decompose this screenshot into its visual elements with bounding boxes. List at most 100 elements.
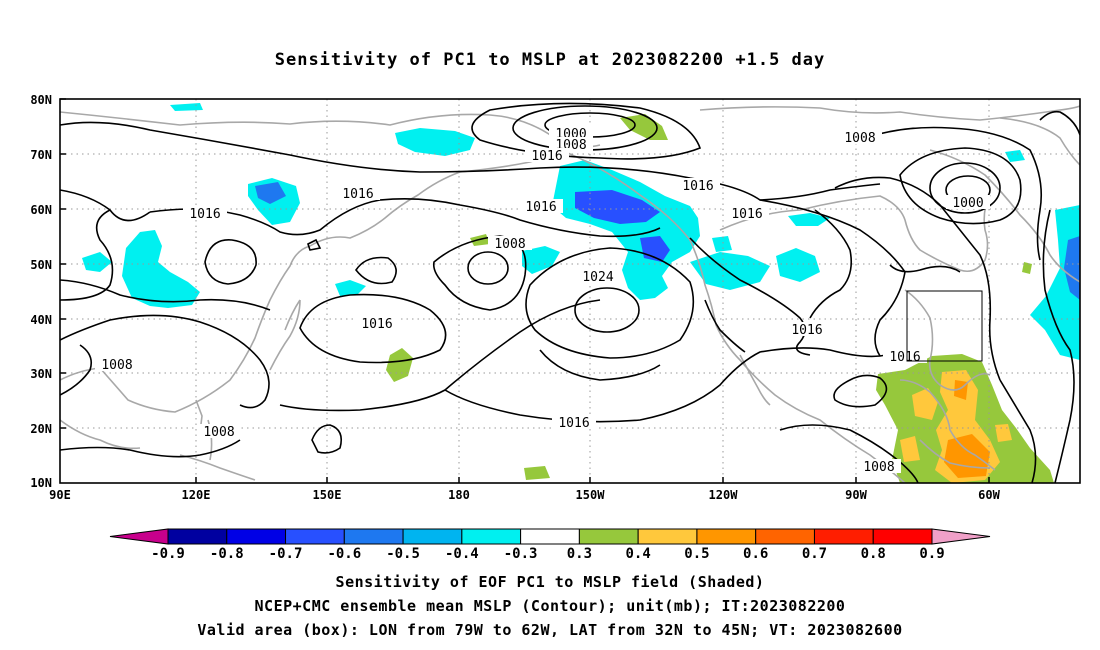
mslp-contour — [204, 239, 257, 285]
colorbar-arrow-high — [931, 528, 991, 545]
lat-label: 20N — [30, 422, 52, 436]
mslp-contour — [689, 237, 811, 356]
colorbar-label: 0.7 — [802, 546, 827, 562]
pos-sensitivity-area — [524, 466, 550, 480]
contour-label: 1008 — [857, 459, 901, 475]
coastline — [999, 117, 1080, 166]
mslp-contour — [859, 126, 1043, 261]
svg-text:1016: 1016 — [361, 317, 392, 332]
contour-label: 1008 — [488, 236, 532, 252]
contour-label: 1016 — [883, 349, 927, 365]
sensitivity-shading — [82, 103, 1080, 483]
mslp-contour — [471, 102, 702, 160]
mslp-contour — [833, 374, 888, 408]
coastline — [60, 149, 556, 413]
coastline — [559, 149, 906, 483]
neg-sensitivity-area — [712, 236, 732, 252]
colorbar-swatch — [343, 528, 404, 545]
colorbar-swatch — [167, 528, 228, 545]
coastline — [269, 299, 301, 371]
mslp-contour — [60, 189, 151, 222]
lon-label: 60W — [978, 488, 1000, 502]
mslp-contour — [467, 251, 509, 285]
mslp-contour — [1039, 110, 1080, 136]
mslp-contour — [355, 256, 397, 285]
pos-sensitivity-area — [386, 348, 413, 382]
mslp-contour — [432, 235, 527, 311]
neg-sensitivity-area — [776, 248, 820, 282]
colorbar-label: 0.9 — [919, 546, 944, 562]
mslp-contour — [889, 264, 961, 273]
neg-sensitivity-area — [82, 252, 112, 272]
mslp-contour — [307, 238, 322, 251]
colorbar-swatch — [755, 528, 815, 545]
lat-axis: 80N 70N 60N 50N 40N 30N 20N 10N — [30, 93, 52, 490]
colorbar-label: -0.3 — [504, 546, 538, 562]
neg-sensitivity-area — [690, 252, 770, 290]
neg-sensitivity-area — [255, 182, 286, 204]
lon-label: 180 — [448, 488, 470, 502]
svg-text:1008: 1008 — [844, 131, 875, 146]
contour-label: 1016 — [785, 322, 829, 338]
mslp-contour — [60, 344, 93, 396]
svg-text:1008: 1008 — [203, 425, 234, 440]
axis-ticks — [60, 98, 990, 483]
lat-label: 70N — [30, 148, 52, 162]
colorbar-swatch — [285, 528, 345, 545]
colorbar: -0.9 -0.8 -0.7 -0.6 -0.5 -0.4 -0.3 0.3 0.4 0.5 0.6… — [109, 528, 991, 562]
coastline — [904, 289, 991, 391]
svg-text:1024: 1024 — [582, 270, 613, 285]
coastline — [60, 419, 141, 450]
pos-sensitivity-area — [900, 436, 920, 462]
svg-text:1008: 1008 — [863, 460, 894, 475]
colorbar-swatch — [813, 528, 874, 545]
lat-label: 60N — [30, 203, 52, 217]
mslp-contour — [899, 147, 1022, 225]
colorbar-label: -0.9 — [151, 546, 185, 562]
neg-sensitivity-area — [1005, 150, 1025, 162]
pos-sensitivity-area — [1022, 262, 1032, 274]
coastline — [699, 105, 1080, 121]
svg-text:1008: 1008 — [101, 358, 132, 373]
map-frame — [59, 98, 1081, 484]
mslp-contour — [704, 299, 746, 353]
pos-sensitivity-area — [912, 388, 938, 420]
contour-label: 1000 — [946, 195, 990, 211]
lon-label: 150W — [576, 488, 606, 502]
coastline — [899, 379, 996, 471]
colorbar-label: 0.4 — [626, 546, 651, 562]
neg-sensitivity-area — [170, 103, 203, 111]
neg-sensitivity-area — [122, 230, 200, 308]
pos-sensitivity-area — [995, 424, 1012, 442]
svg-text:1016: 1016 — [558, 416, 589, 431]
lat-label: 50N — [30, 258, 52, 272]
colorbar-swatch — [637, 528, 698, 545]
contour-label: 1016 — [183, 206, 227, 222]
mslp-contour — [444, 347, 921, 423]
neg-sensitivity-area — [640, 236, 670, 262]
colorbar-label: -0.4 — [445, 546, 479, 562]
caption-line-2: NCEP+CMC ensemble mean MSLP (Contour); u… — [254, 597, 846, 615]
contour-label: 1016 — [336, 186, 380, 202]
mslp-contour — [60, 439, 241, 458]
colorbar-label: 0.5 — [684, 546, 709, 562]
mslp-contour — [279, 299, 601, 412]
svg-text:1016: 1016 — [682, 179, 713, 194]
neg-sensitivity-area — [788, 213, 830, 226]
svg-text:1016: 1016 — [889, 350, 920, 365]
colorbar-label: -0.7 — [269, 546, 303, 562]
map-title: Sensitivity of PC1 to MSLP at 2023082200… — [274, 50, 826, 70]
lon-label: 90W — [845, 488, 867, 502]
lon-label: 90E — [49, 488, 71, 502]
contour-label: 1016 — [552, 415, 596, 431]
mslp-contour — [539, 349, 661, 381]
contour-label: 1016 — [355, 316, 399, 332]
colorbar-arrow-low — [109, 528, 169, 545]
colorbar-label: 0.3 — [567, 546, 592, 562]
neg-sensitivity-area — [335, 280, 366, 296]
coastline — [739, 354, 771, 406]
colorbar-swatch — [696, 528, 757, 545]
colorbar-label: -0.6 — [327, 546, 361, 562]
mslp-contour — [574, 287, 640, 333]
